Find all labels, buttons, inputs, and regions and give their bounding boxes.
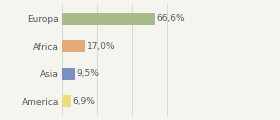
Bar — [62, 13, 155, 25]
Text: 66,6%: 66,6% — [156, 14, 185, 23]
Bar — [62, 40, 85, 52]
Bar — [62, 95, 71, 107]
Text: 17,0%: 17,0% — [87, 42, 115, 51]
Text: 9,5%: 9,5% — [76, 69, 99, 78]
Bar — [62, 68, 75, 80]
Text: 6,9%: 6,9% — [73, 97, 95, 106]
